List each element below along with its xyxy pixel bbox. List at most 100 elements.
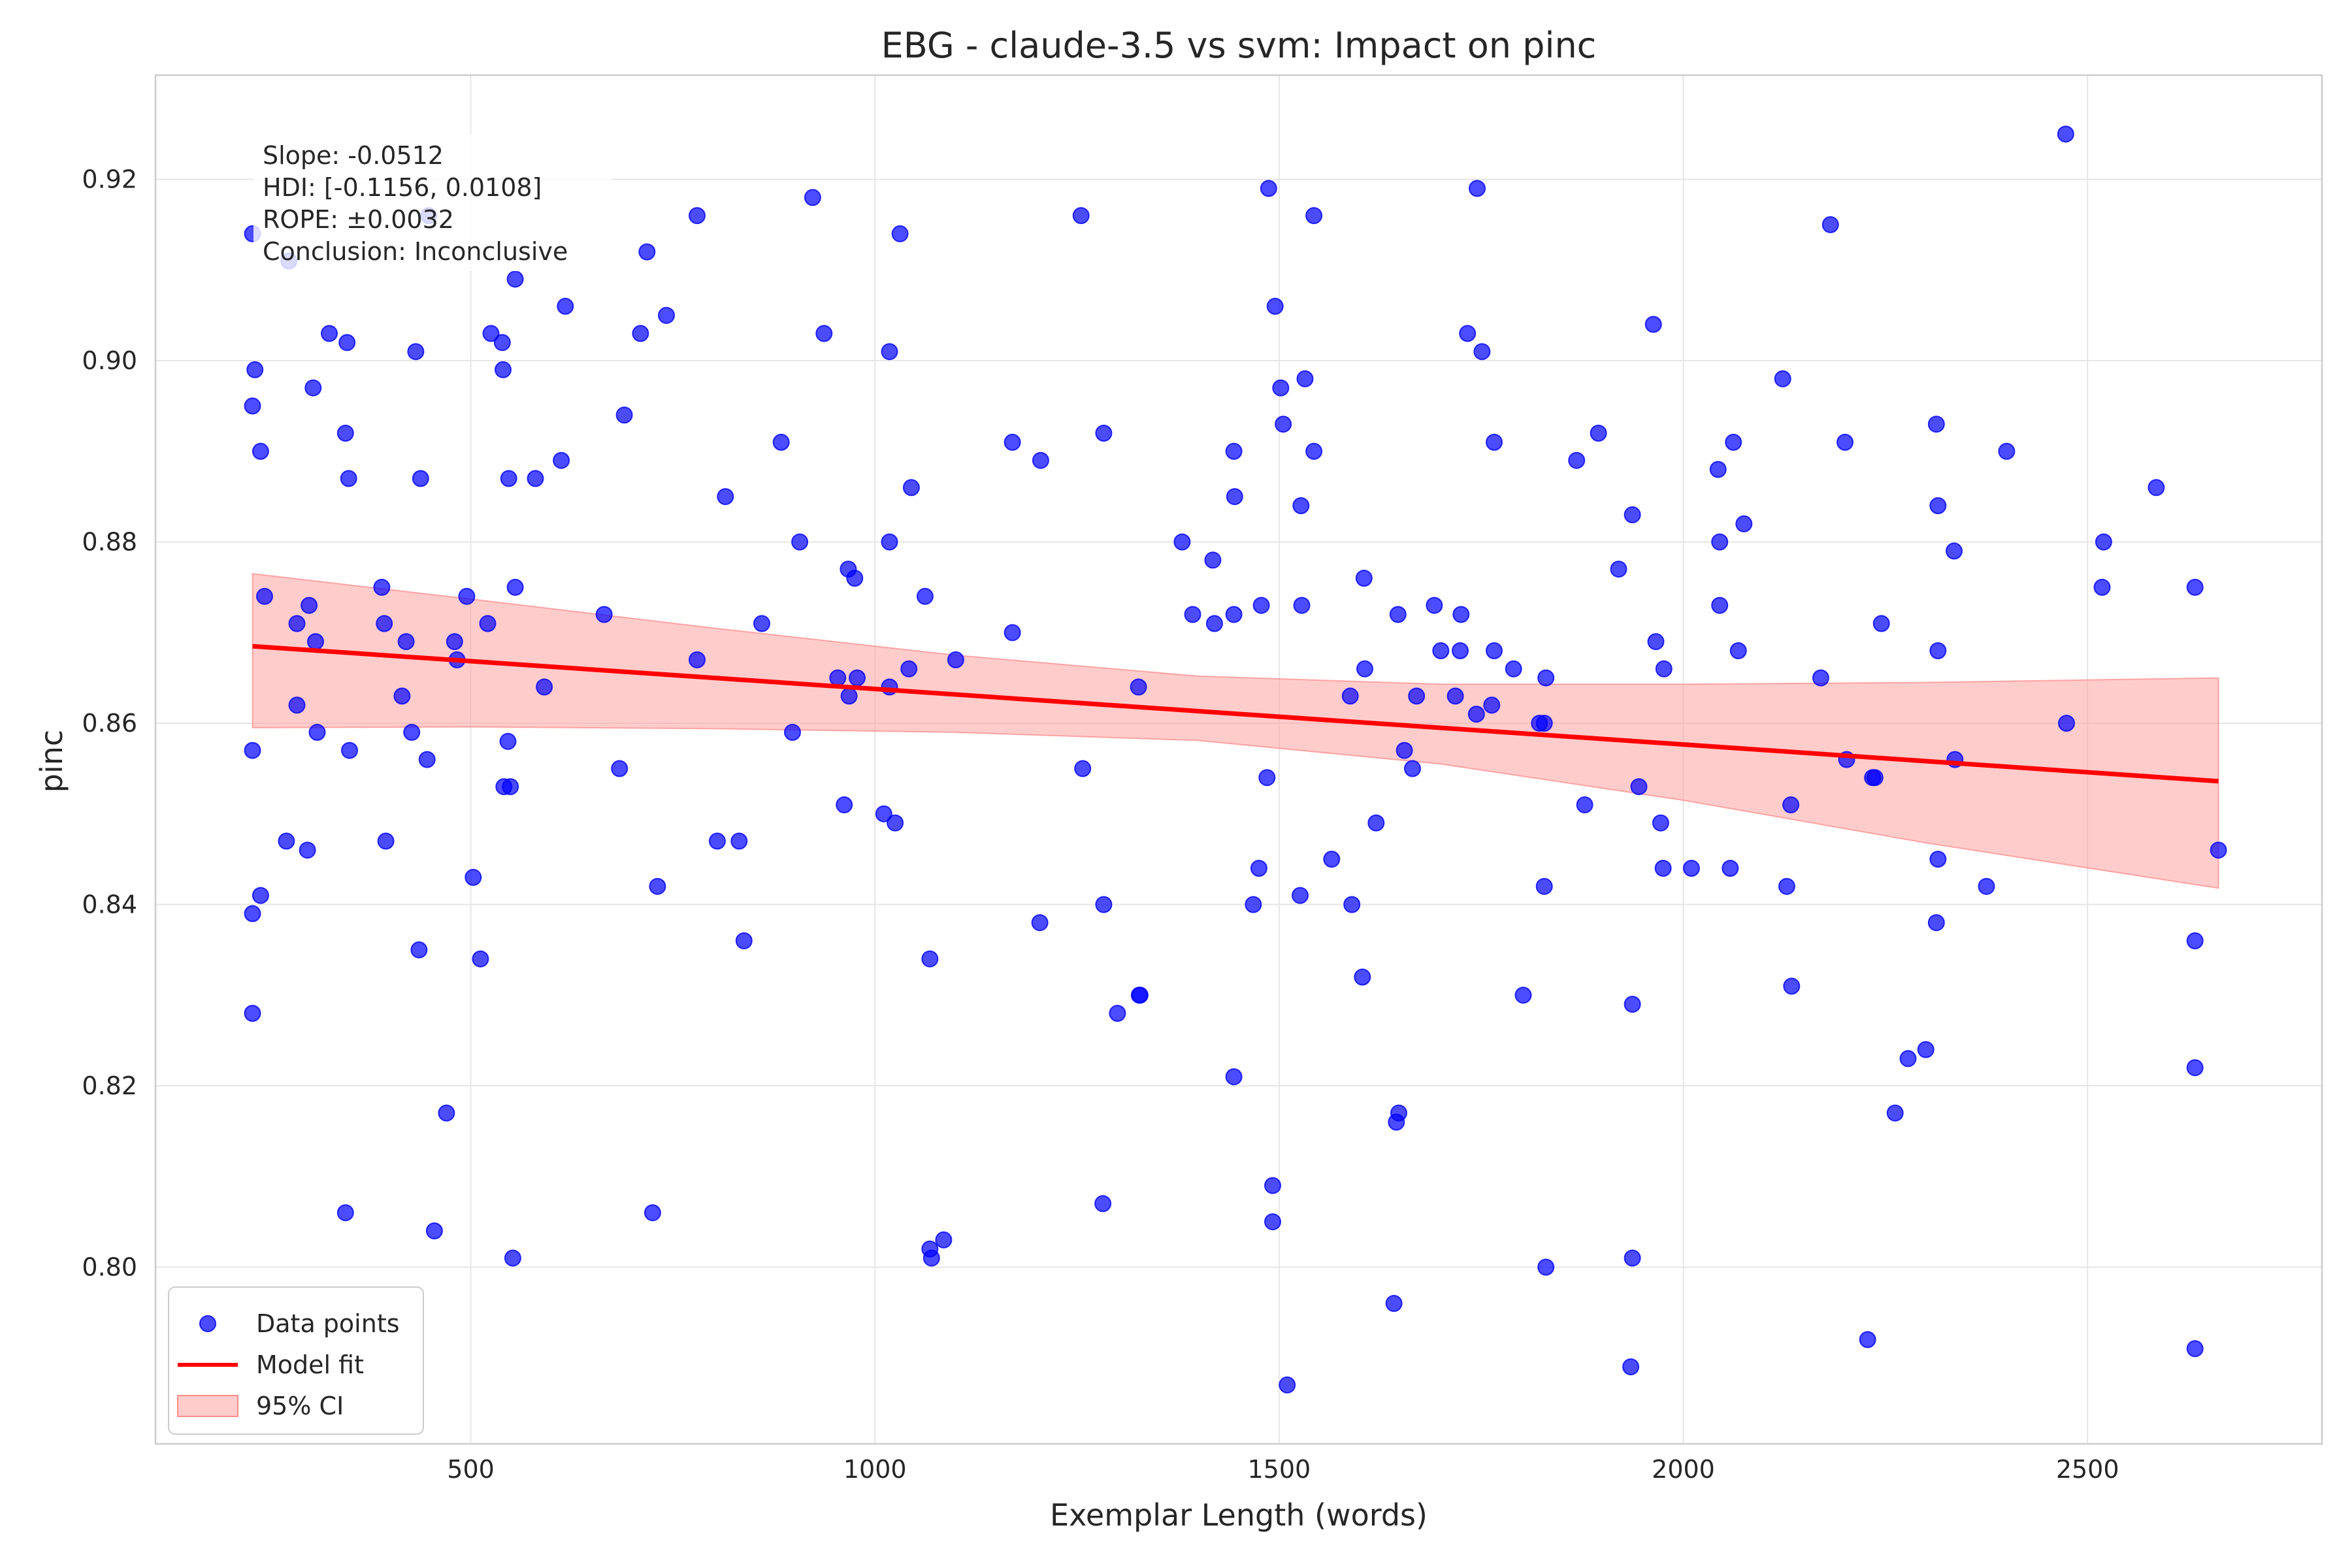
y-axis-label: pinc <box>34 730 69 792</box>
data-point <box>730 832 748 850</box>
data-point <box>465 868 482 886</box>
data-point <box>1486 642 1503 659</box>
data-point <box>377 832 395 850</box>
data-point <box>482 325 500 342</box>
data-point <box>407 343 425 361</box>
data-point <box>881 533 898 551</box>
data-point <box>1469 180 1486 197</box>
data-point <box>753 615 770 632</box>
data-point <box>1225 606 1243 623</box>
data-point <box>735 932 753 949</box>
annotation-hdi: HDI: [-0.1156, 0.0108] <box>263 173 542 202</box>
data-point <box>1929 497 1947 514</box>
data-point <box>1225 442 1243 460</box>
data-point <box>446 633 463 651</box>
data-point <box>1473 343 1491 361</box>
data-point <box>278 832 295 850</box>
data-point <box>1004 433 1021 451</box>
data-point <box>1109 1005 1126 1022</box>
data-point <box>791 533 809 551</box>
data-point <box>1305 207 1323 224</box>
data-point <box>1390 1104 1407 1122</box>
data-point <box>1782 796 1800 813</box>
annotation-rope: ROPE: ±0.0032 <box>263 205 454 234</box>
legend-marker-ci <box>177 1395 238 1417</box>
data-point <box>373 578 391 596</box>
data-point <box>338 334 356 351</box>
y-tick-label: 0.80 <box>82 1252 137 1281</box>
data-point <box>2057 125 2074 143</box>
data-point <box>615 406 633 424</box>
x-axis-ticks: 500 1000 1500 2000 2500 <box>447 1455 2119 1484</box>
data-point <box>611 760 629 777</box>
data-point <box>458 587 476 605</box>
data-point <box>1514 987 1532 1004</box>
data-point <box>499 732 517 750</box>
data-point <box>1624 996 1641 1013</box>
data-point <box>1778 877 1795 895</box>
x-tick-label: 2000 <box>1652 1455 1715 1484</box>
data-point <box>1426 596 1443 614</box>
data-point <box>1711 533 1729 551</box>
data-point <box>1774 370 1791 387</box>
data-point <box>299 841 316 859</box>
data-point <box>393 687 411 705</box>
data-point <box>1264 1213 1281 1231</box>
data-point <box>495 361 512 378</box>
data-point <box>1432 642 1450 659</box>
data-point <box>1094 1195 1112 1213</box>
data-point <box>403 723 421 741</box>
data-point <box>1927 416 1945 433</box>
data-point <box>1929 642 1947 659</box>
data-point <box>1652 814 1669 832</box>
data-point <box>2186 1340 2204 1358</box>
data-point <box>1709 461 1727 478</box>
model-fit-line <box>252 644 2219 784</box>
data-point <box>1486 433 1503 451</box>
data-point <box>689 207 706 224</box>
data-point <box>2210 841 2227 859</box>
data-point <box>1072 207 1090 224</box>
data-point <box>658 306 675 324</box>
data-point <box>553 451 570 469</box>
data-point <box>2095 533 2112 551</box>
annotation-conclusion: Conclusion: Inconclusive <box>263 237 568 266</box>
data-point <box>1074 760 1092 777</box>
data-point <box>1095 896 1113 913</box>
data-point <box>1624 506 1641 523</box>
data-point <box>527 470 544 487</box>
data-point <box>1292 497 1310 514</box>
data-point <box>1296 370 1314 387</box>
data-point <box>815 325 833 342</box>
data-point <box>1266 297 1284 315</box>
data-point <box>504 1249 521 1267</box>
data-point <box>256 587 273 605</box>
data-point <box>1837 433 1854 451</box>
data-point <box>689 651 706 668</box>
data-point <box>502 778 519 796</box>
data-point <box>644 1204 661 1222</box>
data-point <box>1866 769 1884 787</box>
data-point <box>500 470 517 487</box>
data-point <box>252 442 269 460</box>
data-point <box>288 696 306 714</box>
data-point <box>1389 606 1407 623</box>
data-point <box>1367 814 1385 832</box>
data-point <box>376 615 393 632</box>
data-point <box>1132 987 1149 1004</box>
y-tick-label: 0.82 <box>82 1071 137 1100</box>
data-point <box>708 832 726 850</box>
data-point <box>784 723 801 741</box>
plot-frame <box>154 74 2323 1445</box>
data-point <box>1576 796 1593 813</box>
data-point <box>846 570 864 587</box>
data-point <box>288 615 306 632</box>
data-point <box>1225 1068 1243 1086</box>
legend-label-fit: Model fit <box>256 1350 364 1379</box>
data-point <box>1647 633 1665 651</box>
data-point <box>244 397 261 415</box>
data-point <box>595 606 613 623</box>
data-point <box>1205 615 1223 632</box>
data-point <box>632 325 649 342</box>
